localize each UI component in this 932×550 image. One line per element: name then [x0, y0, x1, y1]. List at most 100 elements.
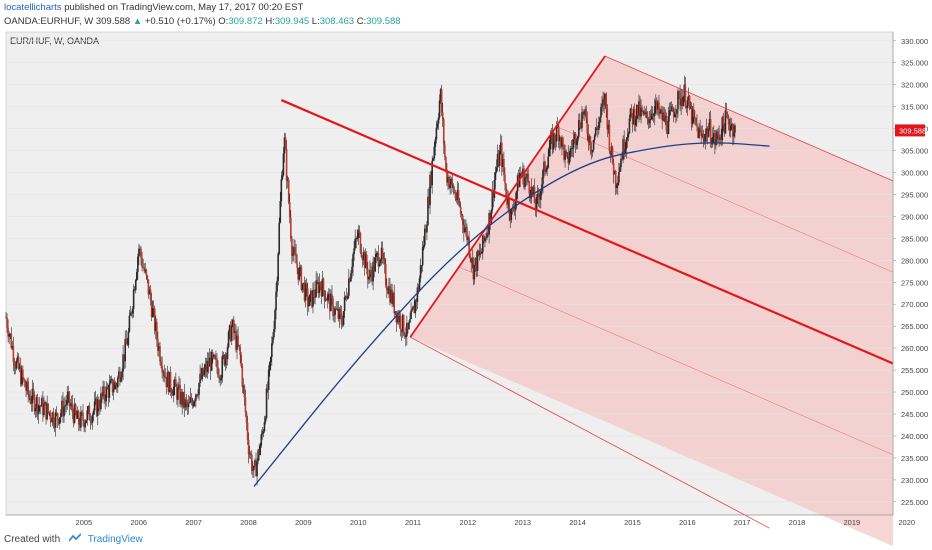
candle-body	[213, 355, 215, 358]
candle-body	[432, 158, 435, 161]
candle-body	[94, 398, 97, 402]
candle-body	[672, 111, 675, 118]
candle-body	[104, 398, 106, 402]
candle-body	[435, 127, 438, 140]
candle-body	[93, 401, 96, 411]
open-value: 309.872	[228, 16, 263, 27]
candle-body	[65, 404, 67, 406]
candle-body	[459, 206, 462, 214]
candle-body	[589, 136, 592, 151]
candle-body	[186, 402, 189, 408]
candle-body	[495, 167, 498, 172]
candle-body	[489, 213, 491, 223]
candle-body	[526, 173, 528, 177]
candle-body	[380, 247, 383, 260]
candle-body	[416, 287, 419, 303]
candle-body	[160, 361, 162, 367]
candle-body	[261, 433, 264, 435]
x-tick-label-1: 2006	[130, 518, 147, 527]
candle-body	[96, 400, 99, 416]
candle-body	[315, 280, 317, 297]
candle-body	[670, 106, 673, 111]
candle-body	[110, 379, 113, 381]
candle-body	[438, 100, 441, 118]
candle-body	[717, 131, 719, 135]
candle-body	[694, 117, 696, 119]
candle-body	[192, 401, 195, 407]
candle-body	[277, 253, 279, 281]
candle-body	[444, 144, 446, 157]
candle-body	[33, 394, 36, 412]
candle-body	[246, 422, 249, 440]
candle-body	[145, 269, 148, 276]
candle-body	[723, 125, 726, 134]
candle-body	[584, 109, 586, 112]
candle-body	[400, 329, 403, 333]
candle-body	[75, 413, 78, 419]
candle-body	[258, 449, 260, 455]
candle-body	[486, 232, 488, 238]
candle-body	[257, 449, 259, 462]
candle-body	[21, 369, 23, 385]
candle-body	[306, 288, 309, 307]
last-price-tag	[895, 124, 925, 137]
candle-body	[626, 137, 629, 140]
candle-body	[324, 299, 327, 301]
author-link[interactable]: locatellicharts	[4, 2, 62, 13]
candle-body	[422, 245, 425, 247]
candle-body	[161, 366, 163, 373]
candle-body	[625, 139, 628, 150]
low-value: 308.463	[319, 16, 355, 27]
candle-body	[446, 169, 448, 183]
candle-body	[325, 299, 328, 301]
candle-body	[512, 207, 515, 210]
candle-body	[588, 136, 591, 143]
candle-body	[559, 137, 561, 142]
candle-body	[86, 410, 89, 421]
candle-body	[611, 146, 614, 164]
candle-body	[327, 293, 330, 295]
candle-body	[310, 290, 312, 295]
candle-body	[326, 294, 329, 301]
candle-body	[88, 406, 91, 421]
candle-body	[614, 171, 617, 188]
candle-body	[320, 286, 323, 297]
candle-body	[351, 266, 353, 274]
candle-body	[401, 314, 404, 333]
candle-body	[199, 373, 201, 384]
candle-body	[728, 124, 731, 131]
candle-body	[383, 259, 386, 265]
candle-body	[162, 371, 164, 373]
candle-body	[538, 197, 541, 200]
candle-body	[335, 308, 337, 310]
candle-body	[591, 149, 594, 153]
candle-body	[120, 377, 122, 382]
candle-body	[114, 382, 117, 385]
candle-body	[370, 269, 372, 274]
candle-body	[601, 103, 603, 108]
candle-body	[397, 314, 400, 323]
candle-body	[72, 412, 75, 423]
candle-body	[232, 319, 234, 326]
candle-body	[461, 215, 464, 225]
candle-body	[549, 136, 552, 150]
candle-body	[678, 90, 680, 93]
candle-body	[545, 169, 547, 172]
candle-body	[148, 289, 151, 295]
candle-body	[182, 391, 185, 406]
candle-body	[433, 146, 436, 159]
y-tick-label-14: 295.000	[901, 190, 928, 199]
tradingview-brand[interactable]: TradingView	[87, 534, 143, 545]
candle-body	[623, 138, 625, 154]
candle-body	[40, 405, 42, 407]
candle-body	[205, 364, 208, 372]
candle-body	[426, 225, 428, 233]
candle-body	[421, 246, 424, 266]
candle-body	[473, 265, 476, 280]
candle-body	[576, 136, 579, 142]
candle-body	[367, 268, 369, 280]
candle-body	[632, 109, 635, 124]
candle-body	[168, 371, 171, 393]
candle-body	[556, 125, 559, 128]
